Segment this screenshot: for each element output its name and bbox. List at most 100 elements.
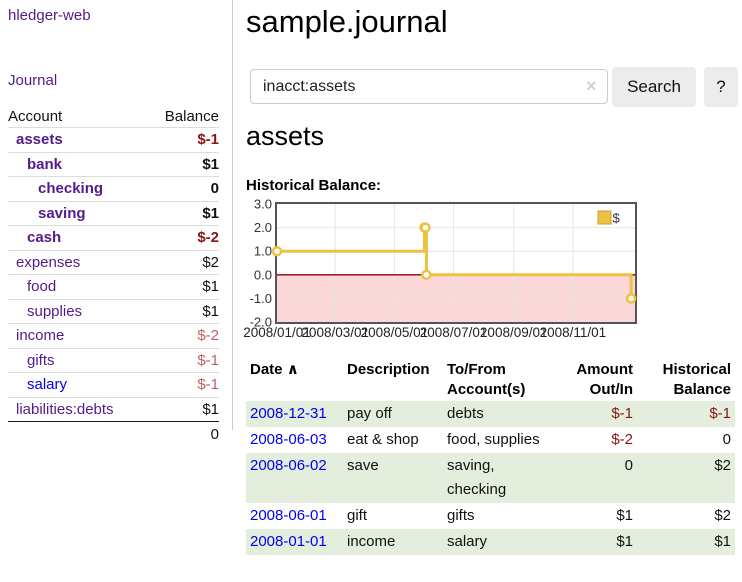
transaction-date-link[interactable]: 2008-06-01 [250,507,327,524]
account-row: bank $1 [8,151,219,177]
account-heading: assets [246,121,325,151]
register-row: 2008-06-02 save saving, checking 0 $2 [246,453,735,503]
column-header-date[interactable]: Date ∧ [246,359,343,401]
account-balance: $1 [202,155,219,173]
chart-title: Historical Balance: [246,177,382,194]
account-link[interactable]: liabilities:debts [16,400,114,418]
account-link[interactable]: saving [38,204,86,222]
account-link[interactable]: supplies [27,302,83,320]
y-axis-tick-label: 1.0 [254,244,272,259]
transaction-amount: $1 [560,529,637,555]
register-row: 2008-06-01 gift gifts $1 $2 [246,503,735,529]
sidebar-item-journal[interactable]: Journal [8,72,58,89]
y-axis-tick-label: -1.0 [250,291,272,306]
account-tree-header: Account Balance [8,100,219,127]
transaction-amount: $1 [616,507,633,524]
x-axis-tick-label: 2008/03/01 [301,325,369,340]
transaction-description: gift [347,507,368,524]
transaction-date-link[interactable]: 2008-12-31 [250,405,327,422]
account-row: supplies $1 [8,298,219,324]
account-row: saving $1 [8,200,219,226]
y-axis-tick-label: 0.0 [254,267,272,282]
account-row: liabilities:debts $1 [8,396,219,422]
x-axis-tick-label: 2008/11/01 [540,325,607,340]
y-axis-tick-label: 3.0 [254,197,272,212]
x-axis-tick-label: 2008/07/01 [420,325,488,340]
y-axis-tick-label: -2.0 [250,315,272,330]
account-row: cash $-2 [8,225,219,250]
account-link[interactable]: assets [16,131,63,149]
transaction-balance: $2 [714,507,731,524]
account-row: food $1 [8,274,219,299]
total-balance: 0 [210,426,219,443]
column-header-amount: Amount Out/In [576,361,633,398]
search-button[interactable]: Search [612,67,696,107]
account-row: assets $-1 [8,127,219,152]
transaction-amount: 0 [560,453,637,503]
transaction-date-link[interactable]: 2008-06-02 [250,457,327,474]
search-input[interactable] [250,69,608,104]
transaction-accounts: saving, checking [443,453,560,503]
account-row: checking 0 [8,176,219,201]
account-balance: $1 [202,204,219,222]
account-balance: $1 [202,400,219,418]
account-link[interactable]: income [16,327,65,345]
x-axis-tick-label: 2008/09/01 [480,325,548,340]
transaction-amount: $-1 [560,401,637,427]
data-point-marker [625,293,637,304]
account-balance: $2 [202,253,219,271]
page-title: sample.journal [246,4,448,39]
account-row: income $-2 [8,323,219,348]
transaction-balance: $2 [637,453,735,503]
account-link[interactable]: expenses [16,253,81,271]
transaction-accounts: debts [443,401,560,427]
transaction-amount: $-2 [611,431,633,448]
account-balance: $-1 [197,131,219,149]
transaction-date-link[interactable]: 2008-06-03 [250,431,327,448]
transaction-balance: $-1 [637,401,735,427]
account-tree-body: assets $-1 bank $1 checking 0 saving $1 cash $-2 e… [8,127,219,421]
register-header-row: Date ∧ Description To/From Account(s) Am… [246,359,735,401]
legend-label: $ [613,211,621,226]
column-header-balance: Historical Balance [662,361,731,398]
historical-balance-chart[interactable]: 3.0 2.0 1.0 0.0 -1.0 -2.02008/01/012008/03/01… [240,196,742,346]
account-balance: 0 [210,180,219,198]
transaction-date-link[interactable]: 2008-01-01 [250,533,327,550]
register-row: 2008-12-31 pay off debts $-1 $-1 [246,401,735,427]
account-balance: $-1 [197,351,219,369]
data-point-marker [420,222,431,233]
transaction-description: save [343,453,443,503]
data-point-marker [271,245,283,257]
account-link[interactable]: gifts [27,351,55,369]
transaction-description: eat & shop [347,431,419,448]
account-column-header: Account [8,108,63,125]
clear-search-icon[interactable]: × [586,76,597,96]
data-point-marker [421,269,432,281]
column-header-description: Description [347,361,430,378]
x-axis-tick-label: 2008/01/01 [243,325,311,340]
register-body: 2008-12-31 pay off debts $-1 $-1 2008-06-03 ea… [246,401,735,555]
legend-swatch [597,210,612,225]
account-total-row: 0 [8,421,219,447]
brand-link[interactable]: hledger-web [8,7,91,24]
account-link[interactable]: cash [27,229,62,247]
account-tree: Account Balance assets $-1 bank $1 checking 0… [8,100,219,447]
account-link[interactable]: bank [27,155,63,173]
help-button[interactable]: ? [704,67,738,107]
y-axis-tick-label: 2.0 [254,220,272,235]
transaction-accounts: food, supplies [447,431,540,448]
account-balance: $-1 [197,376,219,394]
transaction-balance: 0 [722,431,731,448]
account-link[interactable]: salary [27,376,68,394]
transaction-accounts: salary [443,529,560,555]
x-axis-tick-label: 2008/05/01 [361,325,429,340]
account-balance: $-2 [197,229,219,247]
register-row: 2008-06-03 eat & shop food, supplies $-2 0 [246,427,735,453]
transaction-balance: $1 [637,529,735,555]
transaction-description: pay off [343,401,443,427]
account-link[interactable]: checking [38,180,104,198]
balance-column-header: Balance [164,108,219,125]
transaction-accounts: gifts [447,507,475,524]
account-link[interactable]: food [27,278,57,296]
